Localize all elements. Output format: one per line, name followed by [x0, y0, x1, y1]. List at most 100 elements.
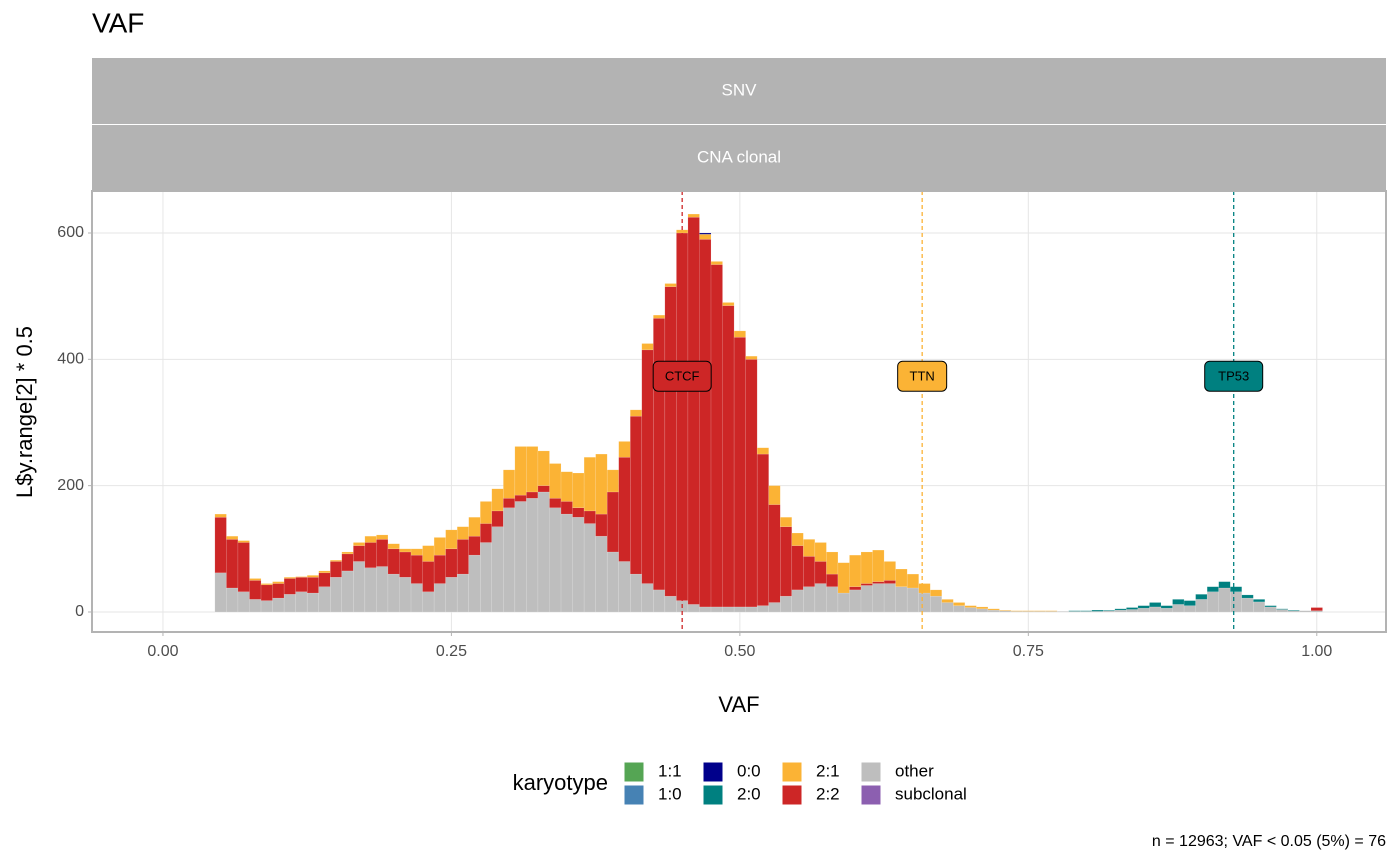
bar-segment	[929, 595, 943, 613]
y-axis-label: L$y.range[2] * 0.5	[12, 326, 37, 498]
caption: n = 12963; VAF < 0.05 (5%) = 76	[1152, 833, 1386, 850]
bar-segment	[756, 453, 769, 606]
bar-segment	[503, 507, 516, 613]
bar-segment	[237, 540, 250, 543]
bar-segment	[341, 553, 354, 572]
bar-segment	[653, 589, 666, 613]
bar-segment	[595, 535, 608, 613]
bar-segment	[918, 583, 931, 594]
bar-segment	[1229, 591, 1243, 613]
bar-segment	[595, 513, 608, 537]
x-tick-label: 0.50	[724, 643, 755, 660]
bar-segment	[803, 556, 816, 587]
bar-segment	[664, 595, 677, 613]
bar-segment	[1160, 607, 1173, 613]
bar-segment	[779, 595, 793, 613]
y-tick-label: 0	[75, 603, 84, 620]
bar-segment	[491, 510, 504, 527]
bar-segment	[837, 562, 850, 594]
bar-segment	[606, 551, 619, 613]
bar-segment	[1241, 597, 1254, 613]
bar-segment	[964, 605, 977, 608]
bar-segment	[295, 591, 308, 613]
strip	[92, 125, 1386, 191]
bar-segment	[1068, 610, 1081, 612]
bar-segment	[526, 446, 539, 493]
bar-segment	[699, 239, 712, 608]
bar-segment	[860, 551, 873, 584]
bar-segment	[1264, 606, 1277, 613]
bar-segment	[1253, 601, 1266, 613]
bar-segment	[491, 526, 504, 613]
bar-segment	[583, 523, 596, 613]
bar-segment	[814, 583, 827, 613]
bar-segment	[491, 488, 504, 512]
bar-segment	[272, 583, 285, 599]
bar-segment	[353, 561, 366, 613]
bar-segment	[779, 516, 793, 527]
bar-segment	[306, 576, 319, 594]
bar-segment	[849, 586, 862, 591]
bar-segment	[306, 592, 319, 613]
annotation-label: TP53	[1218, 369, 1249, 384]
bar-segment	[918, 592, 931, 613]
bar-segment	[630, 415, 643, 575]
bar-segment	[860, 583, 873, 586]
bar-segment	[814, 542, 827, 562]
bar-segment	[699, 234, 712, 240]
bar-segment	[860, 585, 873, 613]
bar-segment	[295, 576, 308, 578]
bar-segment	[572, 516, 585, 613]
bar-segment	[687, 604, 700, 613]
bar-segment	[376, 566, 389, 613]
bar-segment	[710, 261, 723, 265]
bar-segment	[722, 302, 735, 306]
legend-label: 1:1	[658, 761, 682, 780]
bar-segment	[480, 501, 493, 524]
bar-segment	[537, 450, 550, 486]
legend-swatch	[781, 784, 803, 806]
bar-segment	[480, 523, 493, 543]
bar-segment	[803, 586, 816, 613]
bar-segment	[756, 605, 769, 613]
bar-segment	[756, 447, 769, 455]
bar-segment	[722, 305, 735, 608]
bar-segment	[503, 469, 516, 499]
bar-segment	[237, 591, 250, 613]
bar-segment	[883, 580, 896, 584]
bar-segment	[595, 453, 608, 515]
bar-segment	[514, 494, 527, 502]
bar-segment	[1114, 609, 1127, 613]
bar-segment	[687, 216, 700, 605]
bar-segment	[456, 539, 469, 575]
bar-segment	[1079, 610, 1093, 612]
bar-segment	[353, 542, 366, 546]
bar-segment	[791, 545, 804, 591]
bar-segment	[1091, 609, 1104, 612]
bar-segment	[745, 355, 758, 360]
bar-segment	[433, 537, 446, 556]
bar-segment	[768, 504, 781, 603]
bar-segment	[733, 606, 746, 613]
bar-segment	[468, 535, 481, 556]
bar-segment	[1172, 599, 1185, 605]
bar-segment	[341, 570, 354, 613]
bar-segment	[814, 561, 827, 584]
bar-segment	[1137, 607, 1150, 613]
bar-segment	[883, 561, 896, 581]
bar-segment	[630, 573, 643, 613]
bar-segment	[226, 587, 239, 613]
bar-segment	[1149, 606, 1162, 613]
annotation-label: CTCF	[665, 369, 700, 384]
bar-segment	[560, 501, 573, 515]
bar-segment	[987, 609, 1000, 613]
bar-segment	[560, 471, 573, 502]
bar-segment	[999, 609, 1012, 611]
bar-segment	[630, 409, 643, 417]
chart-title: VAF	[92, 7, 144, 38]
legend-swatch	[623, 784, 645, 806]
bar-segment	[387, 543, 400, 550]
bar-segment	[710, 606, 723, 613]
bar-segment	[572, 472, 585, 509]
